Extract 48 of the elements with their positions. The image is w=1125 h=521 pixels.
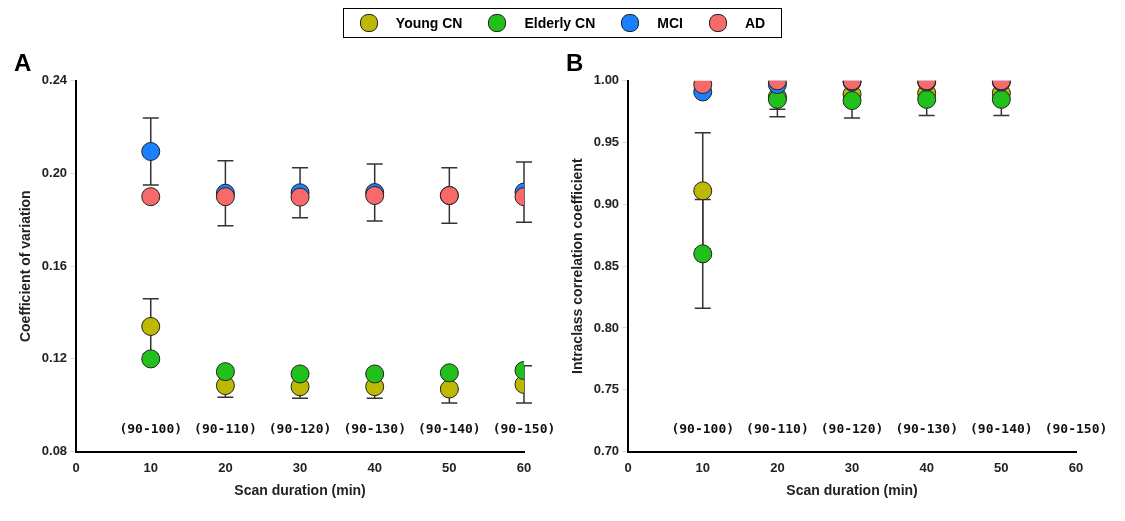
annotation: (90-150) bbox=[1044, 420, 1108, 436]
x-tick-label: 10 bbox=[143, 459, 158, 475]
annotation: (90-120) bbox=[268, 420, 332, 436]
annotation: (90-140) bbox=[970, 420, 1033, 436]
chart-title: B bbox=[566, 49, 584, 77]
y-axis-title: Intraclass correlation coefficient bbox=[569, 158, 586, 374]
x-tick-label: 60 bbox=[516, 459, 532, 475]
annotation: (90-100) bbox=[119, 420, 183, 436]
y-axis-title: Coefficient of variation bbox=[17, 190, 34, 343]
chart-title: A bbox=[14, 49, 32, 77]
x-tick-label: 40 bbox=[367, 459, 382, 475]
legend-label: Elderly CN bbox=[524, 15, 596, 31]
y-tick-label: 0.12 bbox=[41, 350, 68, 366]
x-tick-label: 10 bbox=[695, 459, 710, 475]
y-tick-label: 0.75 bbox=[593, 381, 620, 397]
x-tick-label: 0 bbox=[72, 459, 80, 475]
legend-label: MCI bbox=[657, 15, 683, 31]
y-tick-label: 0.20 bbox=[41, 165, 68, 181]
x-tick-label: 20 bbox=[770, 459, 785, 475]
y-tick-label: 0.80 bbox=[593, 319, 620, 335]
annotation: (90-100) bbox=[671, 420, 735, 436]
annotation: (90-110) bbox=[194, 420, 257, 436]
y-tick-label: 0.08 bbox=[41, 443, 68, 459]
x-tick-label: 50 bbox=[442, 459, 457, 475]
y-tick-label: 0.24 bbox=[41, 72, 68, 88]
x-tick-label: 30 bbox=[844, 459, 860, 475]
annotation: (90-110) bbox=[746, 420, 809, 436]
y-tick-label: 1.00 bbox=[593, 72, 620, 88]
y-tick-label: 0.16 bbox=[41, 257, 68, 273]
annotation: (90-130) bbox=[343, 420, 407, 436]
x-tick-label: 20 bbox=[218, 459, 233, 475]
annotation: (90-140) bbox=[418, 420, 481, 436]
annotation: (90-130) bbox=[895, 420, 959, 436]
annotation: (90-150) bbox=[492, 420, 556, 436]
legend-label: Young CN bbox=[395, 15, 463, 31]
legend-label: AD bbox=[744, 15, 766, 31]
x-axis-title: Scan duration (min) bbox=[234, 482, 366, 499]
y-tick-label: 0.70 bbox=[593, 443, 620, 459]
y-tick-label: 0.85 bbox=[593, 257, 620, 273]
y-tick-label: 0.95 bbox=[593, 134, 620, 150]
y-tick-label: 0.90 bbox=[593, 195, 620, 211]
x-axis-title: Scan duration (min) bbox=[786, 482, 918, 499]
x-tick-label: 50 bbox=[994, 459, 1009, 475]
x-tick-label: 40 bbox=[919, 459, 934, 475]
x-tick-label: 30 bbox=[292, 459, 308, 475]
annotation: (90-120) bbox=[820, 420, 884, 436]
x-tick-label: 60 bbox=[1068, 459, 1084, 475]
x-tick-label: 0 bbox=[624, 459, 632, 475]
